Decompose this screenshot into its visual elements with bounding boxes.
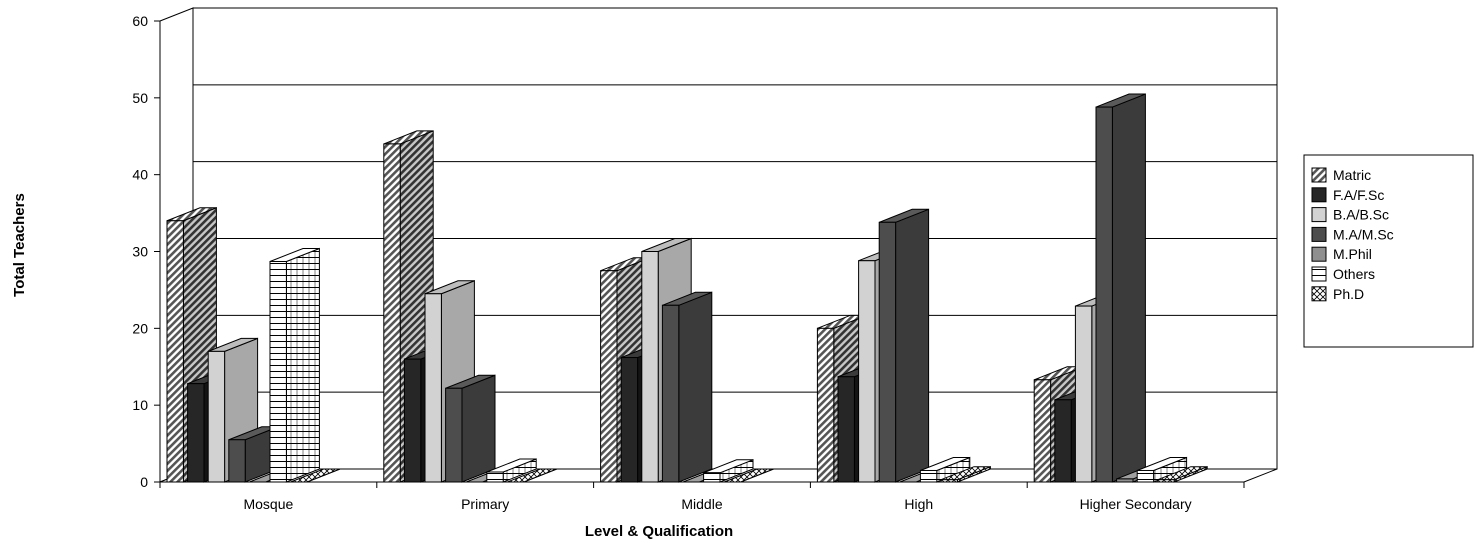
bar-side — [285, 247, 320, 483]
bar-front — [269, 260, 287, 483]
legend-swatch — [1311, 246, 1327, 262]
legend-item: Ph.D — [1311, 286, 1364, 302]
y-axis-title: Total Teachers — [11, 193, 28, 297]
legend-swatch — [1311, 207, 1327, 223]
legend-label: F.A/F.Sc — [1333, 187, 1384, 203]
legend-label: B.A/B.Sc — [1333, 207, 1389, 223]
y-tick-label: 10 — [132, 397, 148, 413]
legend-swatch — [1311, 167, 1327, 183]
legend-swatch — [1311, 286, 1327, 302]
bar-front — [424, 293, 442, 483]
y-tick-label: 30 — [132, 244, 148, 260]
legend-item: M.Phil — [1311, 246, 1372, 262]
bar-front — [816, 327, 835, 483]
legend-label: M.A/M.Sc — [1333, 226, 1394, 242]
bar-top — [724, 468, 774, 483]
legend-item: Others — [1311, 266, 1375, 282]
bar-top — [290, 468, 341, 483]
x-tick-label: Primary — [461, 496, 509, 512]
bar — [940, 465, 991, 483]
bar — [507, 468, 557, 483]
x-tick-label: Middle — [681, 496, 722, 512]
bar-front — [1095, 106, 1113, 483]
legend-item: Matric — [1311, 167, 1371, 183]
legend-label: Matric — [1333, 167, 1371, 183]
bar — [445, 374, 496, 483]
y-axis-ticks: 0 10 20 30 40 50 60 — [132, 13, 160, 490]
bar-front — [1116, 478, 1134, 483]
bar-front — [661, 304, 680, 483]
y-tick-label: 0 — [140, 474, 148, 490]
bar-front — [1074, 305, 1093, 483]
legend-swatch — [1311, 226, 1327, 242]
bar-front — [641, 251, 659, 483]
legend-swatch — [1311, 187, 1327, 203]
bar-front — [1136, 469, 1155, 483]
bar — [1157, 465, 1208, 483]
bar-top — [507, 468, 557, 483]
bar-front — [187, 383, 205, 483]
bar-front — [1033, 379, 1052, 483]
bar-side — [1111, 93, 1146, 483]
bar-front — [383, 143, 401, 483]
bar — [724, 468, 774, 483]
y-tick-label: 40 — [132, 167, 148, 183]
bar-front — [1157, 479, 1175, 483]
bar — [703, 459, 754, 483]
y-tick-label: 50 — [132, 90, 148, 106]
bar-front — [1054, 399, 1072, 483]
bar-front — [228, 439, 246, 483]
bar-front — [703, 472, 721, 483]
bar-front — [878, 221, 897, 483]
bar — [486, 458, 537, 483]
bar — [1136, 456, 1188, 483]
bar-front — [403, 358, 422, 483]
bar-side — [895, 208, 930, 483]
bars — [166, 93, 1208, 483]
bar-front — [166, 220, 184, 483]
bar-front — [858, 260, 876, 483]
x-tick-label: Higher Secondary — [1080, 496, 1192, 512]
bar-side — [461, 374, 496, 483]
legend-label: Ph.D — [1333, 286, 1364, 302]
bar — [878, 208, 930, 483]
legend-item: M.A/M.Sc — [1311, 226, 1394, 242]
legend-box — [1303, 154, 1474, 348]
x-axis-title: Level & Qualification — [585, 523, 733, 540]
bar — [661, 291, 713, 483]
y-tick-label: 20 — [132, 320, 148, 336]
legend-label: Others — [1333, 266, 1375, 282]
x-tick-label: Mosque — [243, 496, 293, 512]
bar-front — [940, 479, 958, 483]
bar — [290, 468, 341, 483]
x-tick-label: High — [904, 496, 933, 512]
legend-label: M.Phil — [1333, 246, 1372, 262]
bar — [269, 247, 320, 483]
legend: Matric F.A/F.Sc B.A/B.Sc M.A/M.Sc M.Phil Othe… — [1303, 154, 1474, 348]
bar-front — [620, 357, 639, 483]
legend-item: B.A/B.Sc — [1311, 207, 1389, 223]
bar-front — [600, 270, 618, 483]
bar-front — [207, 350, 226, 483]
bar-front — [486, 471, 504, 483]
x-axis-ticks: Mosque Primary Middle High Higher Secondary — [159, 482, 1245, 512]
bar-front — [837, 376, 855, 483]
bar-front — [919, 469, 938, 483]
bar-front — [445, 387, 463, 483]
y-tick-label: 60 — [132, 13, 148, 29]
legend-item: F.A/F.Sc — [1311, 187, 1384, 203]
bar-side — [678, 291, 713, 483]
bar — [1095, 93, 1146, 483]
legend-swatch — [1311, 266, 1327, 282]
